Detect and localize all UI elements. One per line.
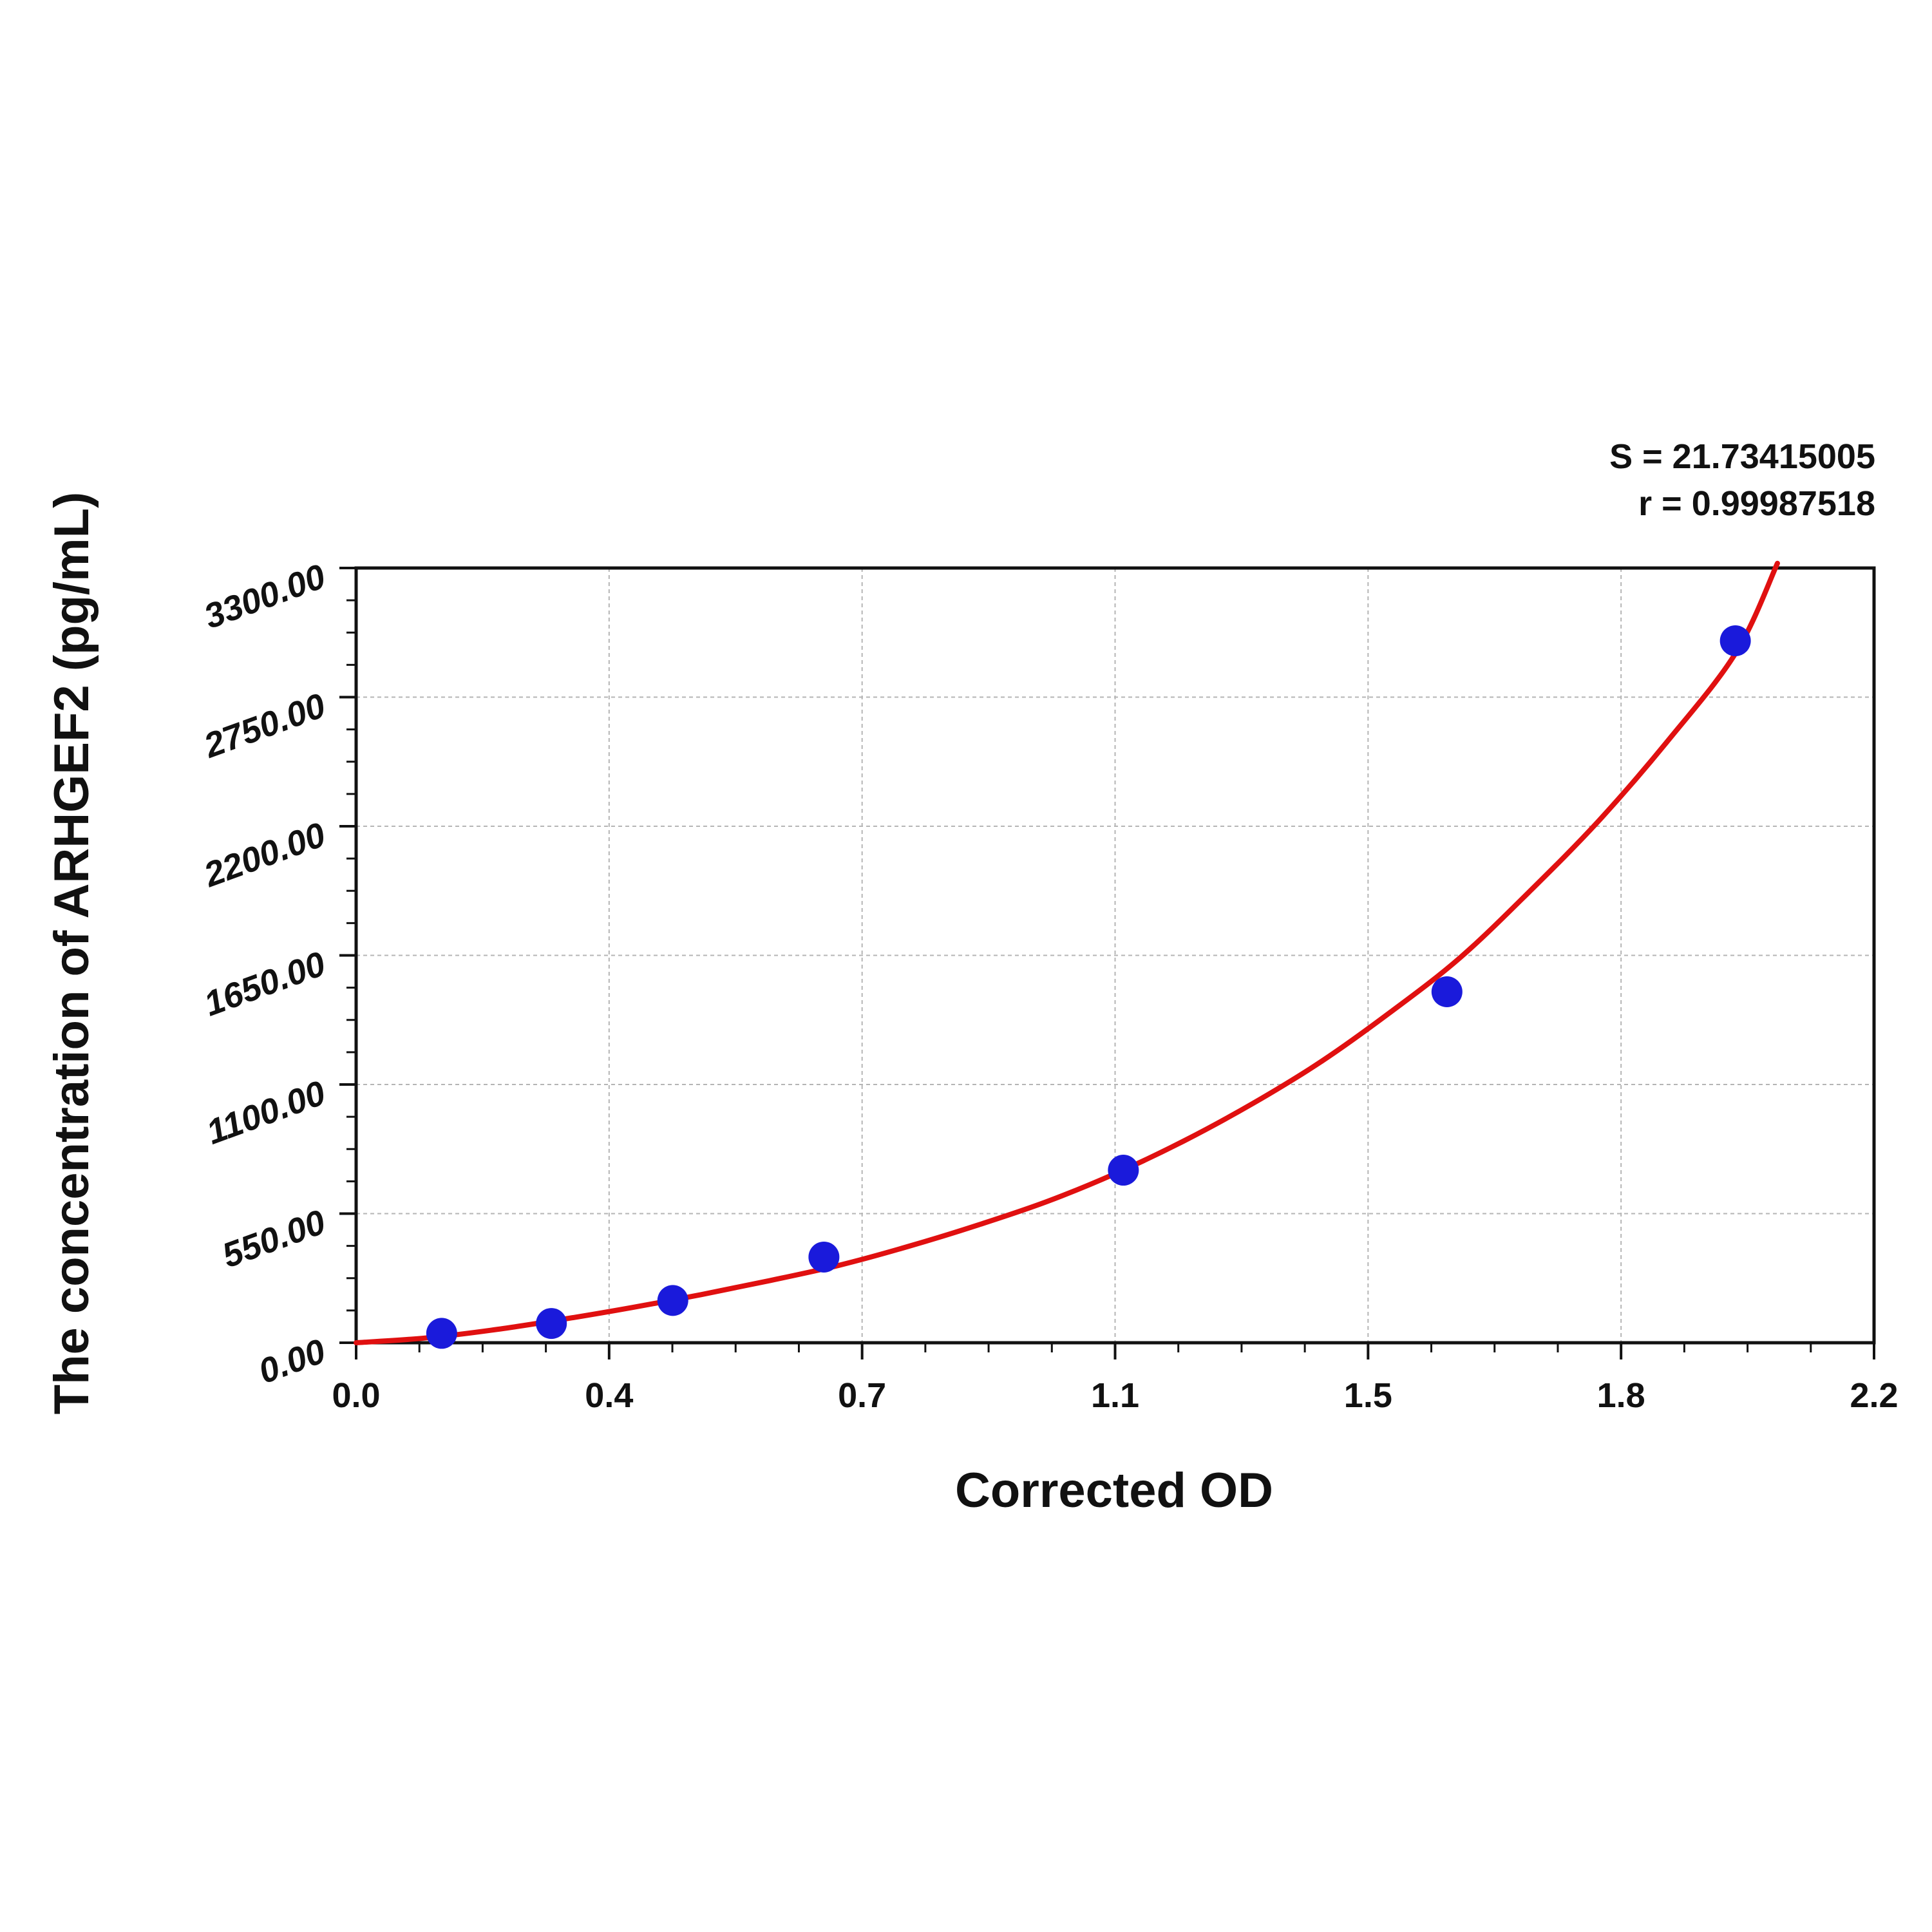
x-tick-label: 1.1 [1091,1376,1139,1415]
x-tick-label: 2.2 [1850,1376,1898,1415]
data-point [536,1308,567,1340]
fit-curve [354,560,1780,1345]
y-tick-label: 550.00 [217,1202,330,1275]
x-tick-labels: 0.0 0.4 0.7 1.1 1.5 1.8 2.2 [332,1376,1898,1415]
x-tick-label: 0.0 [332,1376,380,1415]
data-points [426,625,1751,1349]
x-tick-label: 1.8 [1597,1376,1645,1415]
data-point [1108,1155,1139,1186]
data-point [808,1241,840,1273]
y-tick-label: 3300.00 [199,557,330,636]
y-tick-label: 1100.00 [202,1074,330,1152]
axis-ticks [339,567,1875,1359]
y-tick-label: 0.00 [254,1332,330,1391]
y-tick-labels: 0.00 550.00 1100.00 1650.00 2200.00 2750.00 33… [198,557,330,1391]
data-point [657,1285,688,1316]
data-point [1431,976,1463,1008]
y-tick-label: 1650.00 [199,944,330,1023]
data-point [1719,625,1751,657]
y-tick-label: 2750.00 [198,686,330,765]
x-tick-label: 0.7 [838,1376,886,1415]
x-tick-label: 0.4 [585,1376,633,1415]
x-axis-title: Corrected OD [955,1463,1273,1518]
data-point [426,1318,457,1349]
stat-r-annotation: r = 0.99987518 [1638,484,1875,523]
x-tick-label: 1.5 [1344,1376,1392,1415]
grid-lines [356,568,1874,1343]
stat-s-annotation: S = 21.73415005 [1609,437,1875,476]
y-axis-title: The concentration of ARHGEF2 (pg/mL) [44,492,99,1415]
y-tick-label: 2200.00 [198,815,330,895]
